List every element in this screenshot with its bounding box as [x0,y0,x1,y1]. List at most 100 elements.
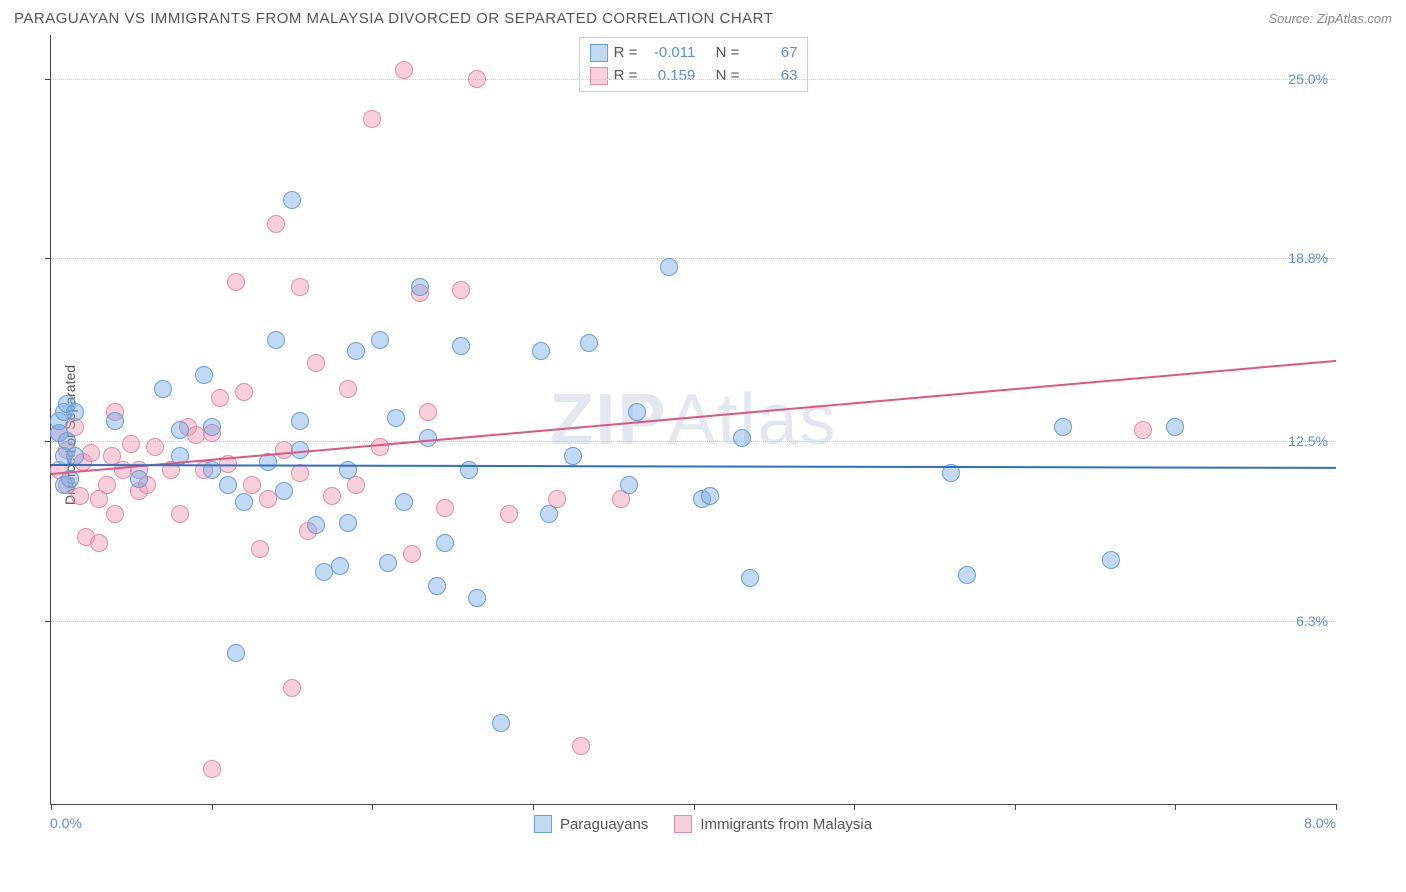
point-series-b [203,760,221,778]
point-series-a [452,337,470,355]
grid-line [51,621,1336,622]
point-series-a [468,589,486,607]
point-series-a [411,278,429,296]
point-series-b [436,499,454,517]
point-series-b [291,278,309,296]
point-series-a [1054,418,1072,436]
point-series-a [660,258,678,276]
point-series-a [387,409,405,427]
point-series-b [211,389,229,407]
point-series-a [267,331,285,349]
point-series-b [395,61,413,79]
point-series-a [1166,418,1184,436]
point-series-a [106,412,124,430]
point-series-a [307,516,325,534]
point-series-b [371,438,389,456]
point-series-b [339,380,357,398]
point-series-a [741,569,759,587]
x-max-label: 8.0% [1304,815,1336,831]
point-series-b [235,383,253,401]
legend-item-b: Immigrants from Malaysia [674,815,872,833]
point-series-a [66,447,84,465]
point-series-b [468,70,486,88]
point-series-a [331,557,349,575]
chart-title: PARAGUAYAN VS IMMIGRANTS FROM MALAYSIA D… [14,10,773,27]
plot-wrapper: Divorced or Separated ZIPAtlas R = -0.01… [10,35,1396,835]
plot-area: ZIPAtlas R = -0.011 N = 67 R = 0.159 N =… [50,35,1336,805]
point-series-b [122,435,140,453]
point-series-b [82,444,100,462]
y-tick-label: 6.3% [1296,613,1328,629]
point-series-b [323,487,341,505]
legend-item-a: Paraguayans [534,815,648,833]
point-series-a [492,714,510,732]
swatch-blue-icon [590,44,608,62]
point-series-a [564,447,582,465]
point-series-a [395,493,413,511]
point-series-a [701,487,719,505]
point-series-a [195,366,213,384]
point-series-a [540,505,558,523]
swatch-pink-icon [590,67,608,85]
point-series-a [339,514,357,532]
point-series-b [243,476,261,494]
chart-header: PARAGUAYAN VS IMMIGRANTS FROM MALAYSIA D… [10,10,1396,35]
point-series-a [532,342,550,360]
point-series-b [291,464,309,482]
stats-legend: R = -0.011 N = 67 R = 0.159 N = 63 [579,37,809,92]
point-series-a [347,342,365,360]
point-series-a [958,566,976,584]
point-series-b [419,403,437,421]
point-series-a [283,191,301,209]
point-series-b [146,438,164,456]
x-min-label: 0.0% [50,815,82,831]
stats-row-b: R = 0.159 N = 63 [590,65,798,88]
point-series-a [130,470,148,488]
point-series-b [171,505,189,523]
point-series-a [203,418,221,436]
stats-row-a: R = -0.011 N = 67 [590,42,798,65]
grid-line [51,441,1336,442]
point-series-a [227,644,245,662]
point-series-a [219,476,237,494]
point-series-b [251,540,269,558]
point-series-a [436,534,454,552]
point-series-a [628,403,646,421]
point-series-a [154,380,172,398]
point-series-b [363,110,381,128]
swatch-blue-icon [534,815,552,833]
watermark: ZIPAtlas [549,379,837,461]
point-series-a [620,476,638,494]
point-series-a [171,421,189,439]
swatch-pink-icon [674,815,692,833]
y-tick-label: 12.5% [1288,433,1328,449]
point-series-b [227,273,245,291]
correlation-chart: PARAGUAYAN VS IMMIGRANTS FROM MALAYSIA D… [10,10,1396,882]
point-series-a [733,429,751,447]
point-series-b [98,476,116,494]
grid-line [51,258,1336,259]
point-series-b [259,490,277,508]
point-series-b [307,354,325,372]
point-series-a [379,554,397,572]
y-tick-label: 18.8% [1288,250,1328,266]
point-series-b [187,426,205,444]
point-series-b [71,487,89,505]
point-series-b [90,534,108,552]
point-series-b [572,737,590,755]
chart-source: Source: ZipAtlas.com [1268,11,1392,26]
series-legend: Paraguayans Immigrants from Malaysia [534,815,872,833]
point-series-a [428,577,446,595]
point-series-b [283,679,301,697]
y-tick-label: 25.0% [1288,71,1328,87]
point-series-a [66,403,84,421]
point-series-a [371,331,389,349]
point-series-a [291,412,309,430]
point-series-b [500,505,518,523]
point-series-b [403,545,421,563]
grid-line [51,79,1336,80]
point-series-a [1102,551,1120,569]
trend-line-b [51,360,1336,475]
point-series-b [1134,421,1152,439]
point-series-a [235,493,253,511]
